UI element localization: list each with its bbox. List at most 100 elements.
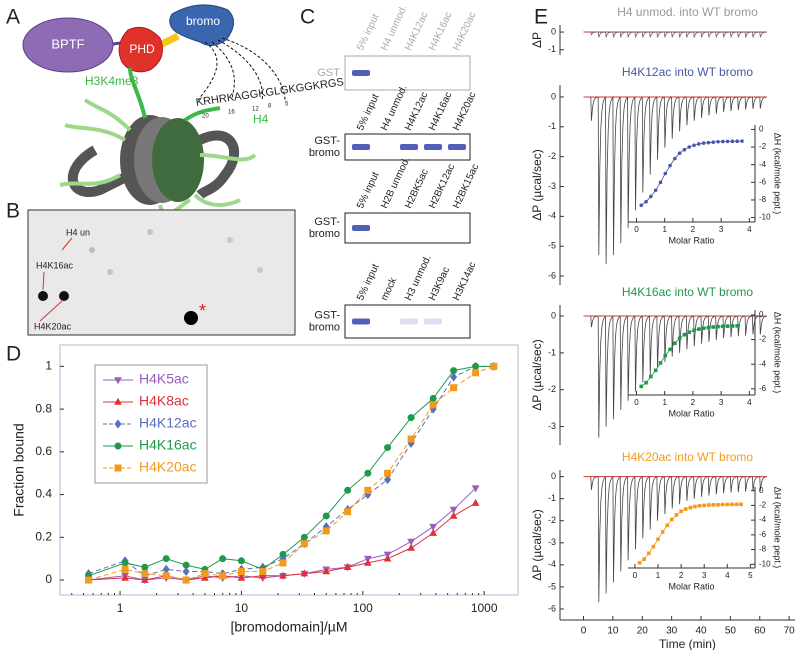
band <box>400 144 418 150</box>
data-point <box>739 502 743 507</box>
injection-peak <box>590 96 599 121</box>
injection-peak <box>605 96 613 265</box>
x-axis-label: Molar Ratio <box>668 581 714 591</box>
data-point <box>644 380 648 385</box>
band <box>424 318 442 325</box>
x-tick-label: 20 <box>637 626 649 637</box>
y-tick-label: -4 <box>759 515 767 524</box>
phd-domain <box>118 26 163 73</box>
data-point <box>725 502 730 507</box>
y-tick-label: 0 <box>759 310 764 319</box>
y-tick-label: 0 <box>551 471 556 481</box>
injection-peak <box>685 31 694 38</box>
data-point <box>660 530 665 534</box>
x-tick-label: 5 <box>748 571 753 580</box>
lane-label: H2BK5ac <box>403 167 431 210</box>
y-tick-label: -3 <box>548 537 556 547</box>
injection-peak <box>605 31 613 38</box>
injection-peak <box>671 476 679 509</box>
x-tick-label: 1 <box>656 571 661 580</box>
band <box>352 144 370 150</box>
data-point <box>653 188 658 193</box>
injection-peak <box>722 476 731 494</box>
data-point <box>201 570 209 578</box>
data-point <box>182 561 190 569</box>
data-point <box>668 347 672 352</box>
injection-peak <box>605 476 613 594</box>
y-axis-label: ΔP (µcal/sec) <box>530 149 544 220</box>
data-point <box>692 143 696 148</box>
data-point <box>649 194 653 199</box>
chart-title: H4K12ac into WT bromo <box>622 65 753 79</box>
y-tick-label: -4 <box>548 211 556 221</box>
y-tick-label: -6 <box>548 270 556 280</box>
x-tick-label: 4 <box>747 225 752 234</box>
legend-marker <box>114 464 122 472</box>
data-point <box>429 394 437 402</box>
pointer <box>42 271 45 291</box>
gel-label: GST- <box>314 309 340 321</box>
data-point <box>182 566 190 577</box>
panel-label: A <box>6 6 20 29</box>
injection-peak <box>597 96 606 256</box>
gel-label: GST- <box>314 216 340 228</box>
data-point <box>682 147 687 152</box>
x-tick-label: 1 <box>662 225 667 234</box>
legend-box <box>94 364 208 484</box>
injection-peak <box>685 476 694 501</box>
data-point <box>740 139 744 143</box>
data-point <box>663 171 668 176</box>
injection-peak <box>700 476 709 497</box>
injection-peak <box>752 476 760 492</box>
injection-peak <box>744 315 753 336</box>
injection-peak <box>678 31 686 38</box>
injection-peak <box>597 31 606 38</box>
chart-title: H4 unmod. into WT bromo <box>617 5 758 19</box>
data-point <box>322 567 331 575</box>
injection-peak <box>693 96 701 121</box>
data-point <box>673 156 677 161</box>
injection-peak <box>634 315 643 392</box>
injection-peak <box>597 315 606 438</box>
data-point <box>687 145 692 149</box>
chart-title: H4K16ac into WT bromo <box>622 285 753 299</box>
position: 16 <box>228 110 235 116</box>
data-point <box>725 324 730 328</box>
data-point <box>673 341 677 346</box>
data-point <box>343 563 352 571</box>
band <box>448 144 466 150</box>
lane-label: H4K12ac <box>403 10 430 52</box>
data-point <box>429 401 437 409</box>
y-tick-label: -2 <box>759 501 767 510</box>
data-point <box>730 139 735 144</box>
panel-label: C <box>300 6 315 29</box>
data-point <box>677 151 682 156</box>
injection-peak <box>730 96 738 112</box>
mark-label: H3K4me3 <box>85 74 139 88</box>
y-axis-label: ΔH (kcal/mole pept.) <box>773 133 783 215</box>
gel-label: GST <box>317 67 340 79</box>
injection-peak <box>722 96 731 112</box>
data-point <box>646 551 651 556</box>
injection-peak <box>685 96 694 126</box>
data-point <box>219 555 227 563</box>
injection-peak <box>619 476 628 572</box>
pointer <box>61 237 73 251</box>
dot-label: H4 un <box>66 227 90 237</box>
dot <box>227 237 233 243</box>
lane-label: H4K20ac <box>451 10 478 52</box>
pointer <box>39 300 63 322</box>
y-tick-label: -4 <box>759 359 767 368</box>
gel-label: bromo <box>309 228 340 240</box>
y-tick-label: -6 <box>548 603 556 613</box>
y-tick-label: 0.4 <box>35 487 52 501</box>
data-point <box>639 203 644 208</box>
injection-peak <box>715 31 723 38</box>
y-tick-label: 0.8 <box>35 401 52 415</box>
injection-peak <box>627 315 635 401</box>
x-axis-label: Time (min) <box>659 637 716 650</box>
data-point <box>471 485 480 493</box>
data-point <box>384 444 392 452</box>
injection-peak <box>641 315 650 383</box>
